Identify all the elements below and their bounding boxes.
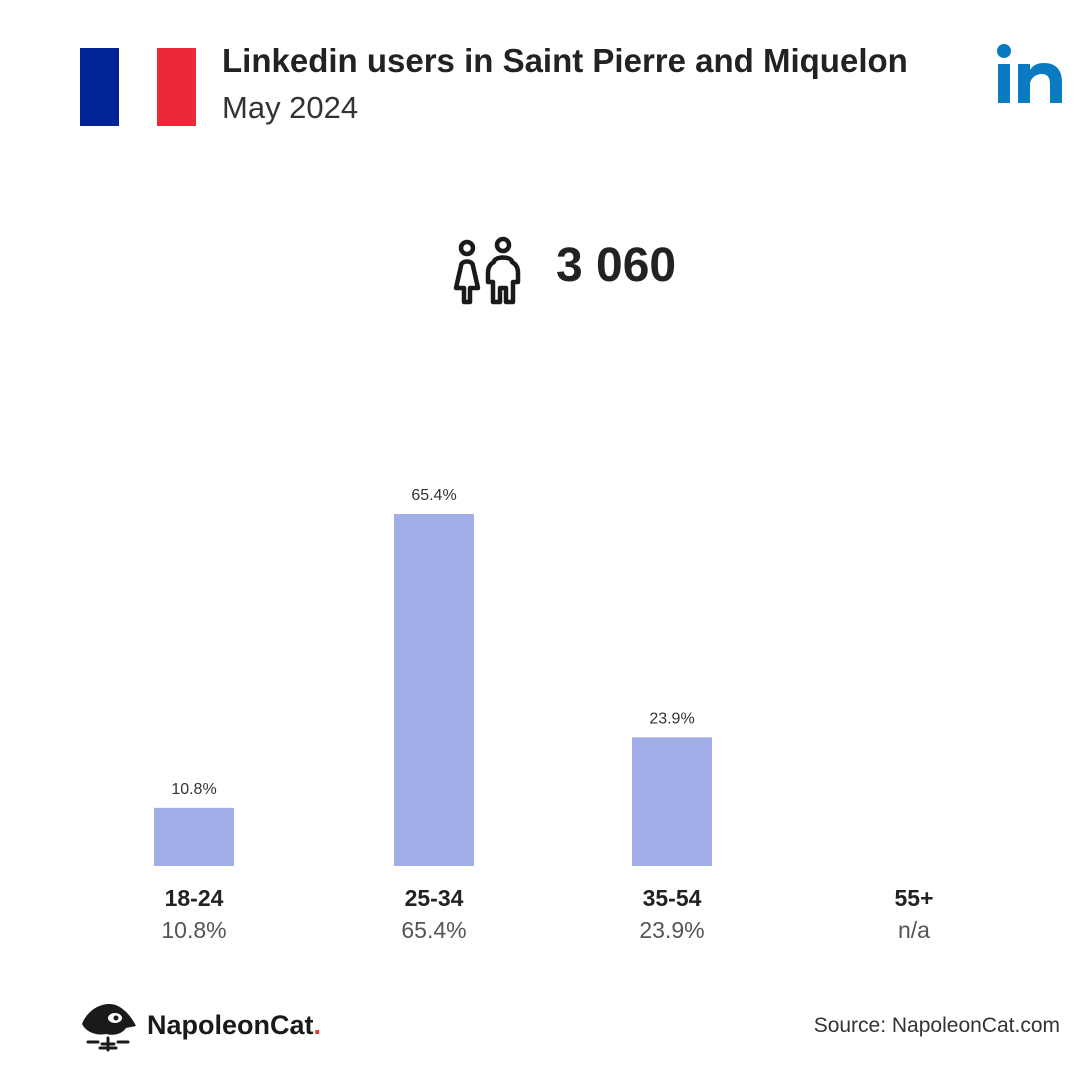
flag-stripe-2	[118, 48, 158, 126]
footer-brand-name: NapoleonCat	[147, 1010, 314, 1040]
source-text: Source: NapoleonCat.com	[813, 1014, 1060, 1037]
total-users-value: 3 060	[556, 239, 677, 292]
bar-value-label: 10.8%	[171, 781, 216, 798]
flag-stripe-1	[80, 48, 119, 126]
linkedin-icon	[997, 44, 1062, 103]
category-value-label: 10.8%	[161, 917, 226, 943]
napoleoncat-logo	[82, 1004, 136, 1052]
category-label: 18-24	[165, 885, 224, 911]
category-value-label: 23.9%	[639, 917, 704, 943]
bar-value-label: 65.4%	[411, 487, 456, 504]
country-flag	[80, 48, 197, 126]
category-value-label: 65.4%	[401, 917, 466, 943]
category-value-label: n/a	[898, 917, 930, 943]
bar-35-54	[632, 737, 712, 866]
flag-stripe-3	[157, 48, 197, 126]
category-label: 25-34	[405, 885, 464, 911]
page-title: Linkedin users in Saint Pierre and Mique…	[222, 42, 908, 79]
category-label: 55+	[894, 885, 933, 911]
bar-18-24	[154, 807, 234, 866]
bar-value-label: 23.9%	[649, 710, 694, 727]
footer-brand: NapoleonCat.	[147, 1010, 321, 1041]
page-subtitle: May 2024	[222, 90, 359, 125]
category-label: 35-54	[643, 885, 702, 911]
bar-25-34	[394, 514, 474, 866]
footer-brand-dot: .	[313, 1010, 322, 1040]
users-icon	[453, 236, 521, 305]
